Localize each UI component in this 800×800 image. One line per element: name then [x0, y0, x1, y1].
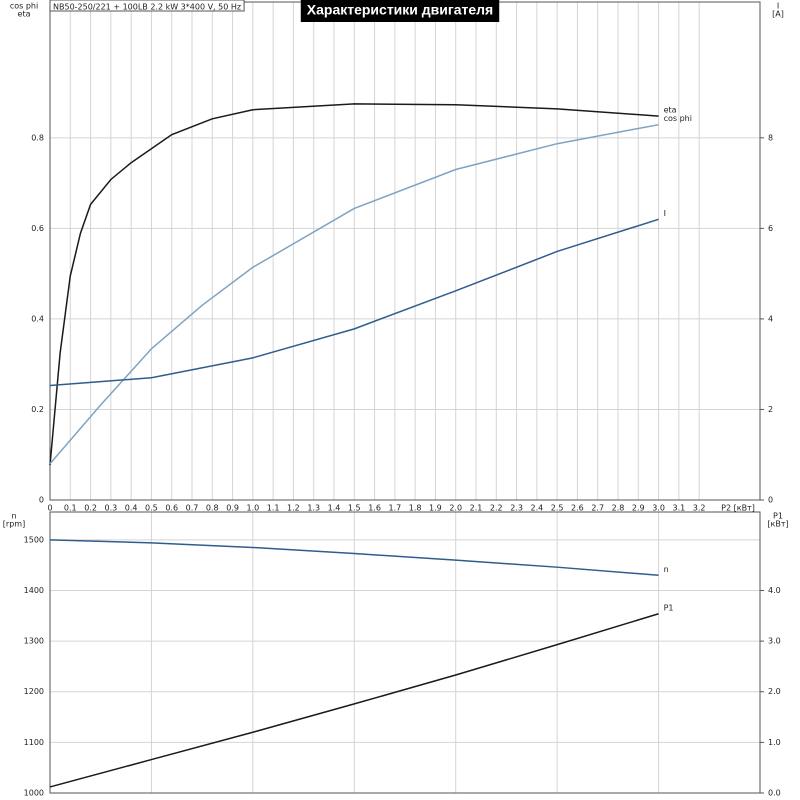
x-tick-label: 1.2 — [287, 504, 300, 513]
y2-tick-label: 4 — [768, 314, 773, 323]
series-label: P1 — [664, 603, 674, 612]
x-tick-label: 0.5 — [145, 504, 158, 513]
y2-tick-label: 2 — [768, 405, 773, 414]
y-tick-label: 1200 — [24, 687, 44, 696]
series-line — [49, 539, 659, 577]
y-tick-label: 0.4 — [31, 314, 44, 323]
series-label: n — [664, 565, 669, 574]
y2-axis-label: P1 — [773, 512, 783, 521]
x-tick-label: 3.1 — [672, 504, 685, 513]
x-tick-label: 1.6 — [368, 504, 381, 513]
subtitle: NB50-250/221 + 100LB 2.2 kW 3*400 V, 50 … — [53, 3, 241, 12]
series-line — [49, 613, 659, 788]
x-tick-label: 1.5 — [348, 504, 361, 513]
x-tick-label: 2.4 — [530, 504, 543, 513]
title-box — [300, 0, 500, 22]
x-tick-label: 2.1 — [470, 504, 483, 513]
y-tick-label: 1000 — [24, 789, 44, 798]
x-tick-label: 3.2 — [693, 504, 706, 513]
plot-frame — [49, 1, 761, 501]
x-axis-label: P2 [кВт] — [721, 504, 755, 513]
x-tick-label: 0.4 — [125, 504, 138, 513]
y2-axis-label: I — [777, 2, 779, 11]
x-tick-label: 2.2 — [490, 504, 503, 513]
x-tick-label: 0.2 — [84, 504, 97, 513]
series-label: cos phi — [664, 114, 692, 123]
x-tick-label: 1.3 — [307, 504, 320, 513]
x-tick-label: 3.0 — [652, 504, 665, 513]
y-axis-label: n — [11, 512, 16, 521]
x-tick-label: 0.1 — [64, 504, 77, 513]
y-tick-label: 0.8 — [31, 133, 44, 142]
x-tick-label: 2.5 — [551, 504, 564, 513]
y2-tick-label: 1.0 — [768, 738, 781, 747]
y-tick-label: 0.2 — [31, 405, 44, 414]
y-axis-label: cos phi — [10, 2, 38, 11]
x-tick-label: 2.3 — [510, 504, 523, 513]
y2-tick-label: 8 — [768, 133, 773, 142]
x-tick-label: 0.7 — [186, 504, 199, 513]
y2-tick-label: 0 — [768, 496, 773, 505]
x-tick-label: 1.1 — [267, 504, 280, 513]
y-axis-label: eta — [18, 10, 31, 19]
y-tick-label: 0 — [39, 496, 44, 505]
x-tick-label: 2.6 — [571, 504, 584, 513]
x-tick-label: 0.6 — [165, 504, 178, 513]
plot-frame — [49, 511, 761, 794]
series-line — [49, 123, 659, 465]
x-tick-label: 1.0 — [246, 504, 259, 513]
x-tick-label: 2.7 — [591, 504, 604, 513]
x-tick-label: 1.8 — [409, 504, 422, 513]
y2-axis-label: [A] — [772, 10, 784, 19]
x-tick-label: 1.7 — [388, 504, 401, 513]
y2-tick-label: 4.0 — [768, 586, 781, 595]
y2-axis-label: [кВт] — [767, 520, 788, 529]
y-tick-label: 1100 — [24, 738, 44, 747]
y2-tick-label: 2.0 — [768, 687, 781, 696]
series-label: eta — [664, 106, 677, 115]
chart-title: Характеристики двигателя — [307, 2, 493, 18]
x-tick-label: 1.9 — [429, 504, 442, 513]
y-tick-label: 1500 — [24, 535, 44, 544]
x-tick-label: 2.0 — [449, 504, 462, 513]
y-axis-label: [rpm] — [3, 520, 25, 529]
series-line — [49, 103, 659, 466]
y-tick-label: 0.6 — [31, 224, 44, 233]
series-label: I — [664, 209, 666, 218]
x-tick-label: 2.8 — [612, 504, 625, 513]
x-tick-label: 1.4 — [328, 504, 341, 513]
y2-tick-label: 6 — [768, 224, 773, 233]
x-tick-label: 0.3 — [104, 504, 117, 513]
y2-tick-label: 3.0 — [768, 637, 781, 646]
x-tick-label: 0.8 — [206, 504, 219, 513]
y2-tick-label: 0.0 — [768, 789, 781, 798]
x-tick-label: 2.9 — [632, 504, 645, 513]
series-line — [49, 218, 659, 387]
x-tick-label: 0.9 — [226, 504, 239, 513]
y-tick-label: 1300 — [24, 637, 44, 646]
y-tick-label: 1400 — [24, 586, 44, 595]
x-tick-label: 0 — [47, 504, 52, 513]
subtitle-box — [49, 0, 245, 12]
